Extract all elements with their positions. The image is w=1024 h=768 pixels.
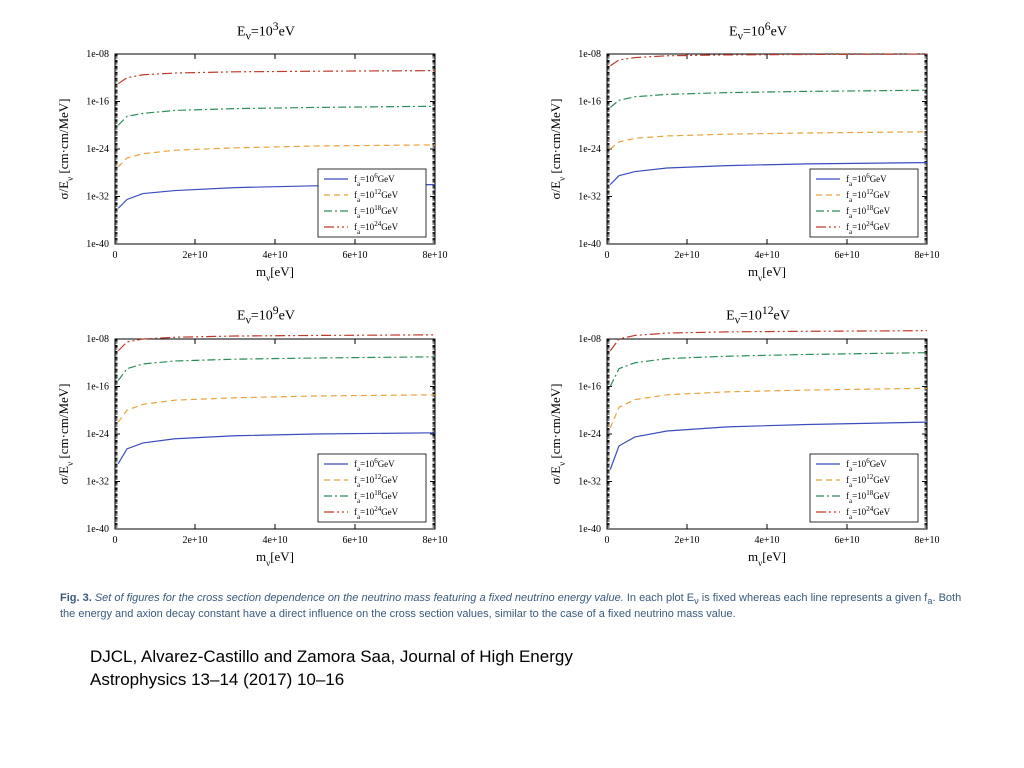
chart-svg: 0 2e+10 4e+10 6e+10 8e+10 1e-40 1e-32 1e-24 1e-1… xyxy=(542,44,942,294)
svg-text:6e+10: 6e+10 xyxy=(342,250,367,261)
series-line xyxy=(118,71,435,84)
svg-text:1e-08: 1e-08 xyxy=(86,49,109,60)
series-line xyxy=(610,353,927,387)
citation: DJCL, Alvarez-Castillo and Zamora Saa, J… xyxy=(0,622,1024,692)
svg-text:1e-40: 1e-40 xyxy=(86,524,109,535)
chart-svg: 0 2e+10 4e+10 6e+10 8e+10 1e-40 1e-32 1e-24 1e-1… xyxy=(50,44,450,294)
series-line xyxy=(118,107,435,126)
svg-text:1e-16: 1e-16 xyxy=(578,97,601,108)
svg-text:6e+10: 6e+10 xyxy=(834,535,859,546)
svg-text:2e+10: 2e+10 xyxy=(182,535,207,546)
series-line xyxy=(118,395,435,422)
svg-text:σ/Eν [cm·cm/MeV]: σ/Eν [cm·cm/MeV] xyxy=(56,99,75,200)
svg-text:6e+10: 6e+10 xyxy=(834,250,859,261)
figure-caption: Fig. 3. Set of figures for the cross sec… xyxy=(0,579,1024,622)
chart-svg: 0 2e+10 4e+10 6e+10 8e+10 1e-40 1e-32 1e-24 1e-1… xyxy=(542,329,942,579)
svg-text:1e-08: 1e-08 xyxy=(578,334,601,345)
svg-text:1e-32: 1e-32 xyxy=(86,192,109,203)
svg-text:8e+10: 8e+10 xyxy=(422,535,447,546)
citation-line1: DJCL, Alvarez-Castillo and Zamora Saa, J… xyxy=(90,646,1024,669)
svg-text:1e-32: 1e-32 xyxy=(86,476,109,487)
svg-text:mν[eV]: mν[eV] xyxy=(748,549,786,568)
svg-text:1e-08: 1e-08 xyxy=(86,334,109,345)
svg-text:σ/Eν [cm·cm/MeV]: σ/Eν [cm·cm/MeV] xyxy=(548,99,567,200)
chart-panel: Eν=109eV 0 2e+10 4e+10 6e+10 8e+10 1e-40 1e-32 1… xyxy=(50,304,482,578)
chart-panel: Eν=106eV 0 2e+10 4e+10 6e+10 8e+10 1e-40 1e-32 1… xyxy=(542,20,974,294)
svg-text:4e+10: 4e+10 xyxy=(754,535,779,546)
svg-text:8e+10: 8e+10 xyxy=(914,250,939,261)
caption-label: Fig. 3. xyxy=(60,592,92,604)
svg-text:1e-16: 1e-16 xyxy=(578,381,601,392)
chart-panel: Eν=103eV 0 2e+10 4e+10 6e+10 8e+10 1e-40 1e-32 1… xyxy=(50,20,482,294)
chart-svg: 0 2e+10 4e+10 6e+10 8e+10 1e-40 1e-32 1e-24 1e-1… xyxy=(50,329,450,579)
svg-text:mν[eV]: mν[eV] xyxy=(256,549,294,568)
svg-text:mν[eV]: mν[eV] xyxy=(256,264,294,283)
svg-text:1e-24: 1e-24 xyxy=(86,429,109,440)
citation-line2: Astrophysics 13–14 (2017) 10–16 xyxy=(90,669,1024,692)
caption-italic: Set of figures for the cross section dep… xyxy=(95,592,624,604)
svg-text:6e+10: 6e+10 xyxy=(342,535,367,546)
svg-text:1e-40: 1e-40 xyxy=(578,239,601,250)
svg-text:mν[eV]: mν[eV] xyxy=(748,264,786,283)
svg-text:0: 0 xyxy=(113,250,118,261)
svg-text:σ/Eν [cm·cm/MeV]: σ/Eν [cm·cm/MeV] xyxy=(548,383,567,484)
series-line xyxy=(118,335,435,351)
svg-text:2e+10: 2e+10 xyxy=(182,250,207,261)
svg-text:2e+10: 2e+10 xyxy=(674,535,699,546)
svg-text:8e+10: 8e+10 xyxy=(914,535,939,546)
svg-text:1e-08: 1e-08 xyxy=(578,49,601,60)
svg-text:4e+10: 4e+10 xyxy=(754,250,779,261)
svg-text:1e-24: 1e-24 xyxy=(578,144,601,155)
panel-title: Eν=109eV xyxy=(50,304,482,326)
series-line xyxy=(610,388,927,428)
svg-text:0: 0 xyxy=(113,535,118,546)
svg-text:1e-40: 1e-40 xyxy=(86,239,109,250)
svg-text:0: 0 xyxy=(605,535,610,546)
svg-text:σ/Eν [cm·cm/MeV]: σ/Eν [cm·cm/MeV] xyxy=(56,383,75,484)
svg-text:8e+10: 8e+10 xyxy=(422,250,447,261)
svg-text:4e+10: 4e+10 xyxy=(262,250,287,261)
panel-title: Eν=103eV xyxy=(50,20,482,42)
series-line xyxy=(610,331,927,351)
svg-text:2e+10: 2e+10 xyxy=(674,250,699,261)
series-line xyxy=(610,132,927,149)
svg-text:1e-32: 1e-32 xyxy=(578,192,601,203)
svg-text:1e-24: 1e-24 xyxy=(86,144,109,155)
series-line xyxy=(118,357,435,381)
svg-text:1e-24: 1e-24 xyxy=(578,429,601,440)
svg-text:1e-32: 1e-32 xyxy=(578,476,601,487)
svg-text:1e-16: 1e-16 xyxy=(86,97,109,108)
series-line xyxy=(610,91,927,108)
svg-text:1e-16: 1e-16 xyxy=(86,381,109,392)
chart-panel: Eν=1012eV 0 2e+10 4e+10 6e+10 8e+10 1e-40 1e-32… xyxy=(542,304,974,578)
svg-text:1e-40: 1e-40 xyxy=(578,524,601,535)
series-line xyxy=(118,145,435,167)
svg-text:0: 0 xyxy=(605,250,610,261)
panel-title: Eν=1012eV xyxy=(542,304,974,326)
panel-title: Eν=106eV xyxy=(542,20,974,42)
series-line xyxy=(610,55,927,67)
svg-text:4e+10: 4e+10 xyxy=(262,535,287,546)
figure-grid: Eν=103eV 0 2e+10 4e+10 6e+10 8e+10 1e-40 1e-32 1… xyxy=(0,0,1024,579)
